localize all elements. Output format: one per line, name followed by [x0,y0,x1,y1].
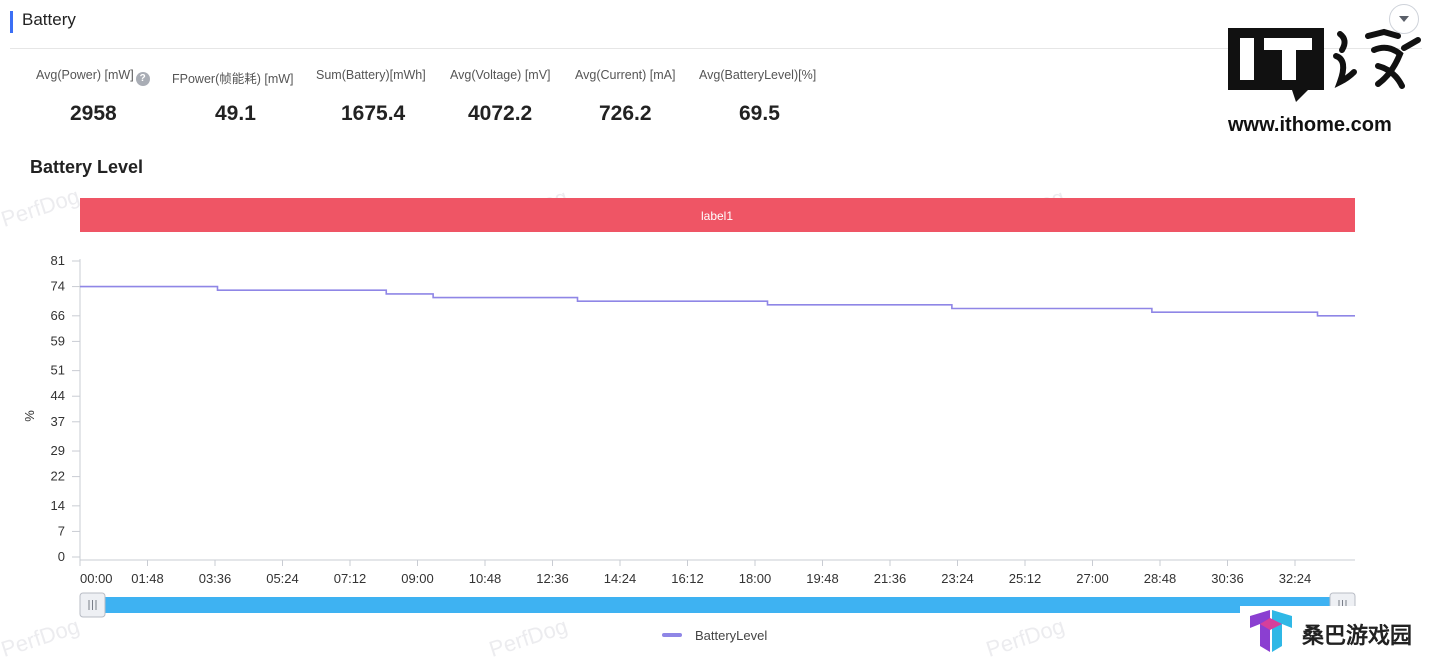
legend-label: BatteryLevel [695,628,767,643]
y-tick-label-1: 7 [58,523,65,538]
y-tick-label-5: 37 [51,414,65,429]
x-tick-label-4: 07:12 [334,571,367,586]
stat-label: FPower(帧能耗) [mW] [172,72,294,86]
stat-label: Avg(BatteryLevel)[%] [699,68,817,82]
range-slider[interactable] [79,592,1356,618]
stat-value: 726.2 [599,102,652,125]
legend-swatch [662,633,682,637]
ithome-url: www.ithome.com [1228,114,1392,136]
slider-track[interactable] [92,597,1342,613]
x-tick-label-7: 12:36 [536,571,569,586]
label-band [80,198,1355,232]
legend[interactable]: BatteryLevel [662,628,767,643]
chevron-down-icon [1399,16,1409,22]
section-header: Battery [10,8,1422,49]
stat-label: Avg(Power) [mW] [36,68,134,82]
stat-label: Avg(Current) [mA] [575,68,676,82]
collapse-button[interactable] [1389,4,1419,34]
stat-value: 1675.4 [341,102,406,125]
x-tick-label-6: 10:48 [469,571,502,586]
stat-avg-power: Avg(Power) [mW]? 2958 [36,68,176,125]
x-tick-label-17: 30:36 [1211,571,1244,586]
x-tick-label-8: 14:24 [604,571,637,586]
x-tick-label-14: 25:12 [1009,571,1042,586]
y-tick-label-3: 22 [51,469,65,484]
stat-avg-battery-level: Avg(BatteryLevel)[%] 69.5 [699,68,839,125]
x-tick-label-0: 00:00 [80,571,113,586]
x-ticks: 00:00 01:48 03:36 05:24 07:12 09:00 10:48 12:36… [79,560,1312,586]
x-tick-label-12: 21:36 [874,571,907,586]
sangba-logo: 桑巴游戏园 [1240,606,1440,656]
y-tick-label-4: 29 [51,443,65,458]
sangba-logo-icon [1250,610,1292,652]
stat-avg-current: Avg(Current) [mA] 726.2 [575,68,715,125]
y-axis-label: % [22,410,37,422]
stat-value: 49.1 [215,102,256,125]
x-tick-label-15: 27:00 [1076,571,1109,586]
x-tick-label-18: 32:24 [1279,571,1312,586]
stat-sum-battery: Sum(Battery)[mWh] 1675.4 [316,68,456,125]
stat-value: 2958 [70,102,117,125]
y-tick-label-7: 51 [51,363,65,378]
y-tick-label-8: 59 [51,333,65,348]
y-ticks: 0 7 14 22 29 37 44 51 59 66 74 81 [51,253,80,564]
stat-value: 69.5 [739,102,780,125]
y-tick-label-9: 66 [51,308,65,323]
y-tick-label-6: 44 [51,388,65,403]
x-tick-label-3: 05:24 [266,571,299,586]
y-tick-label-2: 14 [51,498,65,513]
it-logo-icon [1228,28,1421,102]
ithome-logo: www.ithome.com [1228,26,1424,142]
stat-label: Avg(Voltage) [mV] [450,68,551,82]
x-tick-label-5: 09:00 [401,571,434,586]
x-tick-label-9: 16:12 [671,571,704,586]
series-line-batterylevel [80,285,1355,317]
sangba-text: 桑巴游戏园 [1302,624,1413,649]
x-tick-label-11: 19:48 [806,571,839,586]
x-tick-label-1: 01:48 [131,571,164,586]
section-title: Battery [22,10,76,29]
label-band-text: label1 [701,209,733,223]
x-tick-label-16: 28:48 [1144,571,1177,586]
stat-fpower: FPower(帧能耗) [mW] 49.1 [172,68,312,125]
stat-label: Sum(Battery)[mWh] [316,68,426,82]
chart-title: Battery Level [30,157,144,177]
section-accent-bar [10,11,13,33]
y-tick-label-11: 81 [51,253,65,268]
stat-avg-voltage: Avg(Voltage) [mV] 4072.2 [450,68,590,125]
stat-value: 4072.2 [468,102,533,125]
slider-handle-left[interactable] [79,592,106,618]
x-tick-label-10: 18:00 [739,571,772,586]
y-tick-label-10: 74 [51,279,65,294]
x-tick-label-2: 03:36 [199,571,232,586]
help-icon[interactable]: ? [135,72,150,86]
x-tick-label-13: 23:24 [941,571,974,586]
y-tick-label-0: 0 [58,549,65,564]
